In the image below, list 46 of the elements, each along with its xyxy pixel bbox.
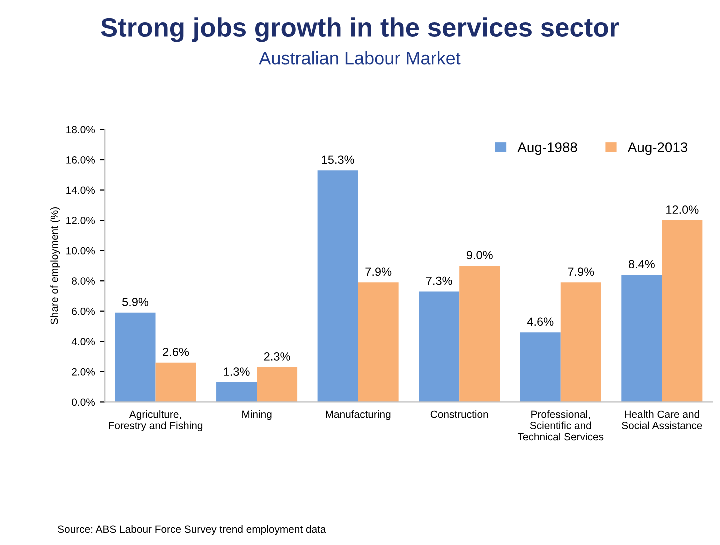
data-label: 12.0% [666, 206, 699, 214]
legend-label: Aug-1988 [518, 142, 578, 156]
bar [216, 382, 258, 402]
chart-title: Strong jobs growth in the services sector [101, 18, 620, 42]
data-label: 2.3% [264, 352, 290, 361]
bar [318, 170, 358, 402]
y-tick-label: 12.0% [66, 217, 96, 224]
data-label: 7.9% [366, 268, 392, 276]
y-tick-label: 18.0% [66, 126, 96, 134]
bar [257, 367, 298, 402]
bar [156, 362, 196, 402]
legend-label: Aug-2013 [628, 142, 688, 156]
x-tick-label: Manufacturing [326, 410, 391, 420]
y-tick-label: 10.0% [66, 247, 96, 255]
bar [358, 282, 399, 402]
y-tick-label: 8.0% [72, 278, 96, 285]
data-label: 4.6% [527, 318, 554, 326]
y-tick-label: 2.0% [72, 368, 96, 376]
data-label: 7.3% [426, 276, 452, 286]
y-tick-label: 16.0% [66, 156, 96, 164]
data-label: 8.4% [628, 260, 655, 269]
x-tick-label: Health Care and Social Assistance [622, 410, 702, 430]
data-label: 5.9% [122, 298, 149, 306]
bar [560, 282, 602, 402]
data-label: 1.3% [224, 368, 250, 376]
y-tick-label: 4.0% [72, 338, 96, 346]
data-label: 9.0% [466, 251, 493, 260]
chart-subtitle: Australian Labour Market [259, 52, 461, 65]
bar [460, 266, 500, 402]
x-tick-label: Professional, Scientific and Technical Services [518, 410, 604, 441]
y-axis-title: Share of employment (%) [50, 208, 60, 325]
data-label: 15.3% [322, 156, 354, 164]
x-tick-label: Agriculture, Forestry and Fishing [109, 410, 203, 432]
y-tick-label: 6.0% [72, 308, 96, 316]
bar [520, 332, 561, 402]
bar [662, 220, 703, 402]
bar [622, 275, 662, 402]
x-tick-label: Mining [242, 410, 272, 420]
y-tick-label: 0.0% [72, 398, 96, 406]
source-note: Source: ABS Labour Force Survey trend employment data [58, 525, 326, 536]
x-tick-label: Construction [430, 410, 488, 418]
y-tick-label: 14.0% [66, 186, 96, 194]
data-label: 7.9% [568, 268, 594, 276]
data-label: 2.6% [163, 348, 190, 356]
bar [419, 292, 460, 402]
bar [115, 312, 156, 402]
